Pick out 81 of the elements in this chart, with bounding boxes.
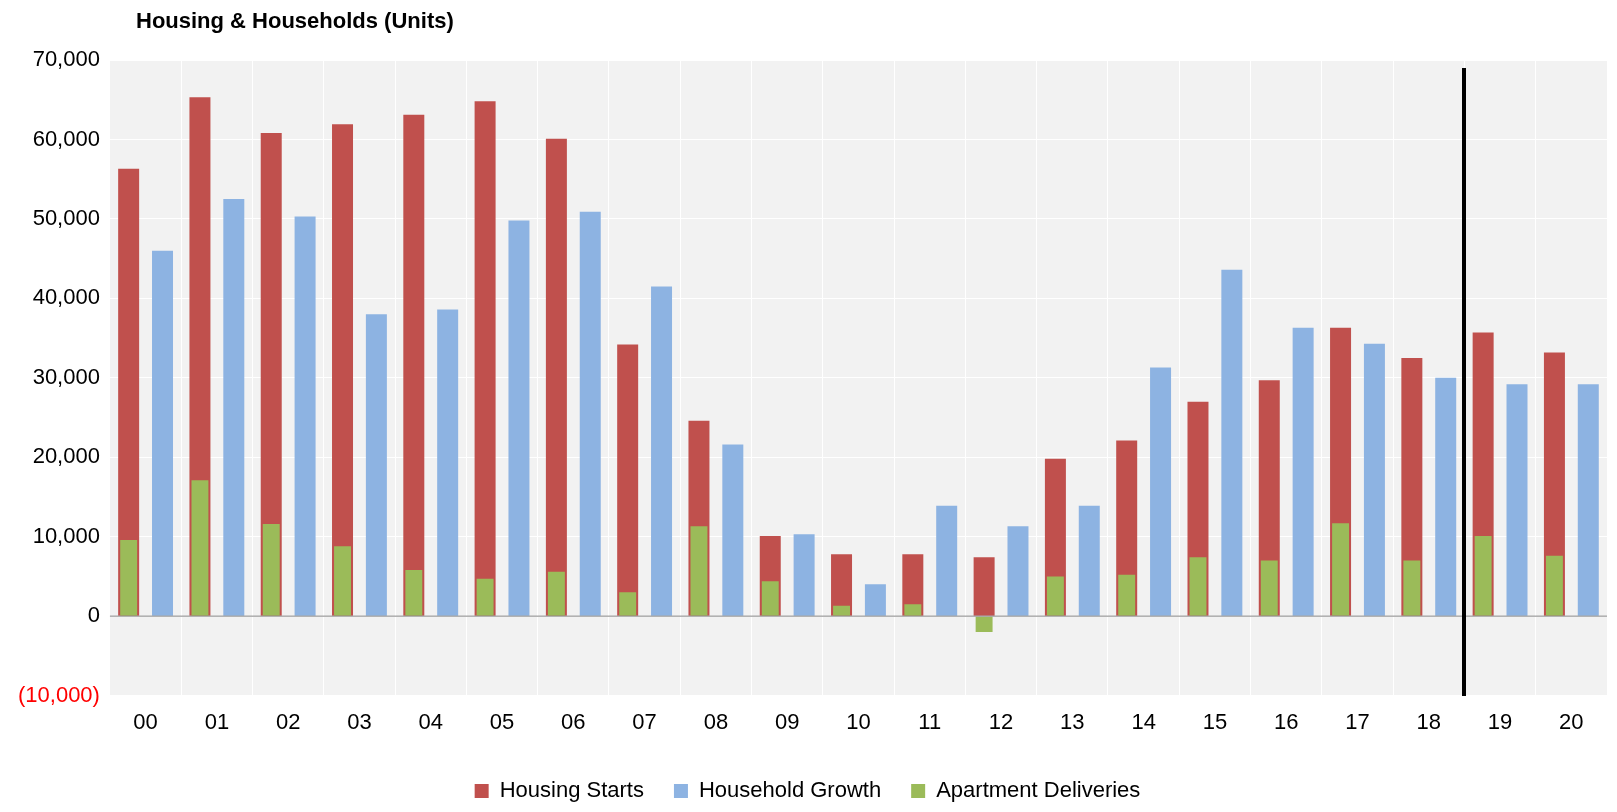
bar [617,344,639,616]
y-tick-label: 10,000 [32,522,100,548]
bar [1078,505,1100,616]
legend-label: Household Growth [698,777,882,803]
bar [437,309,459,616]
bar [973,557,995,616]
y-tick-label: 70,000 [32,46,100,72]
bar [1363,343,1385,616]
bar [1332,523,1350,616]
bar [1474,535,1492,616]
bar [579,211,601,616]
x-tick-label: 04 [418,708,443,734]
bar [904,604,922,616]
x-tick-label: 07 [632,708,657,734]
x-tick-label: 08 [703,708,729,734]
y-tick-label: 40,000 [32,284,100,310]
bar [1403,560,1421,616]
x-tick-label: 00 [133,708,158,734]
y-tick-label: 20,000 [32,443,100,469]
bar [223,199,245,616]
bar [508,220,530,616]
x-tick-label: 14 [1131,708,1156,734]
bar [1506,384,1528,616]
legend-label: Housing Starts [499,777,644,803]
bar [1292,327,1314,616]
x-tick-label: 19 [1487,708,1513,734]
bar [1260,560,1278,616]
bar [1435,377,1457,616]
x-tick-label: 20 [1559,708,1584,734]
y-tick-label: (10,000) [17,681,100,707]
bar [1189,557,1207,616]
x-tick-label: 18 [1416,708,1442,734]
y-tick-label: 30,000 [32,363,100,389]
x-tick-label: 10 [846,708,871,734]
x-tick-label: 13 [1060,708,1085,734]
bar [833,605,851,616]
bar [476,578,494,616]
bar [722,444,744,616]
bar [545,138,567,616]
bar [152,250,174,616]
bar [120,539,138,616]
y-tick-label: 0 [87,602,100,628]
bar [365,314,387,616]
bar [975,616,993,633]
bar [1007,526,1029,616]
x-tick-label: 05 [489,708,515,734]
bar [1118,574,1136,616]
y-tick-label: 50,000 [32,204,100,230]
x-tick-label: 12 [988,708,1014,734]
bar [403,114,425,616]
bar [761,581,779,616]
bar [864,584,886,616]
bar [294,216,316,616]
x-tick-label: 15 [1202,708,1228,734]
legend-label: Apartment Deliveries [936,777,1141,803]
x-tick-label: 03 [347,708,372,734]
bar [1150,367,1172,616]
x-tick-label: 17 [1345,708,1370,734]
bar [262,523,280,616]
x-tick-label: 09 [774,708,800,734]
bar [474,101,496,616]
bar [405,570,423,616]
x-tick-label: 16 [1273,708,1299,734]
chart-title: Housing & Households (Units) [136,8,454,34]
bar [1046,576,1064,616]
bar [793,534,815,616]
bar [191,480,209,616]
bar [547,571,565,616]
x-tick-label: 02 [275,708,301,734]
bar [619,592,637,616]
bar [1545,555,1563,616]
y-tick-label: 60,000 [32,125,100,151]
bar [1221,269,1243,616]
x-tick-label: 06 [561,708,586,734]
bar [334,546,351,616]
x-tick-label: 01 [204,708,230,734]
x-tick-label: 11 [918,708,942,734]
bar [936,505,958,616]
bar [690,526,708,616]
bar [1577,384,1599,616]
bar [651,286,673,616]
